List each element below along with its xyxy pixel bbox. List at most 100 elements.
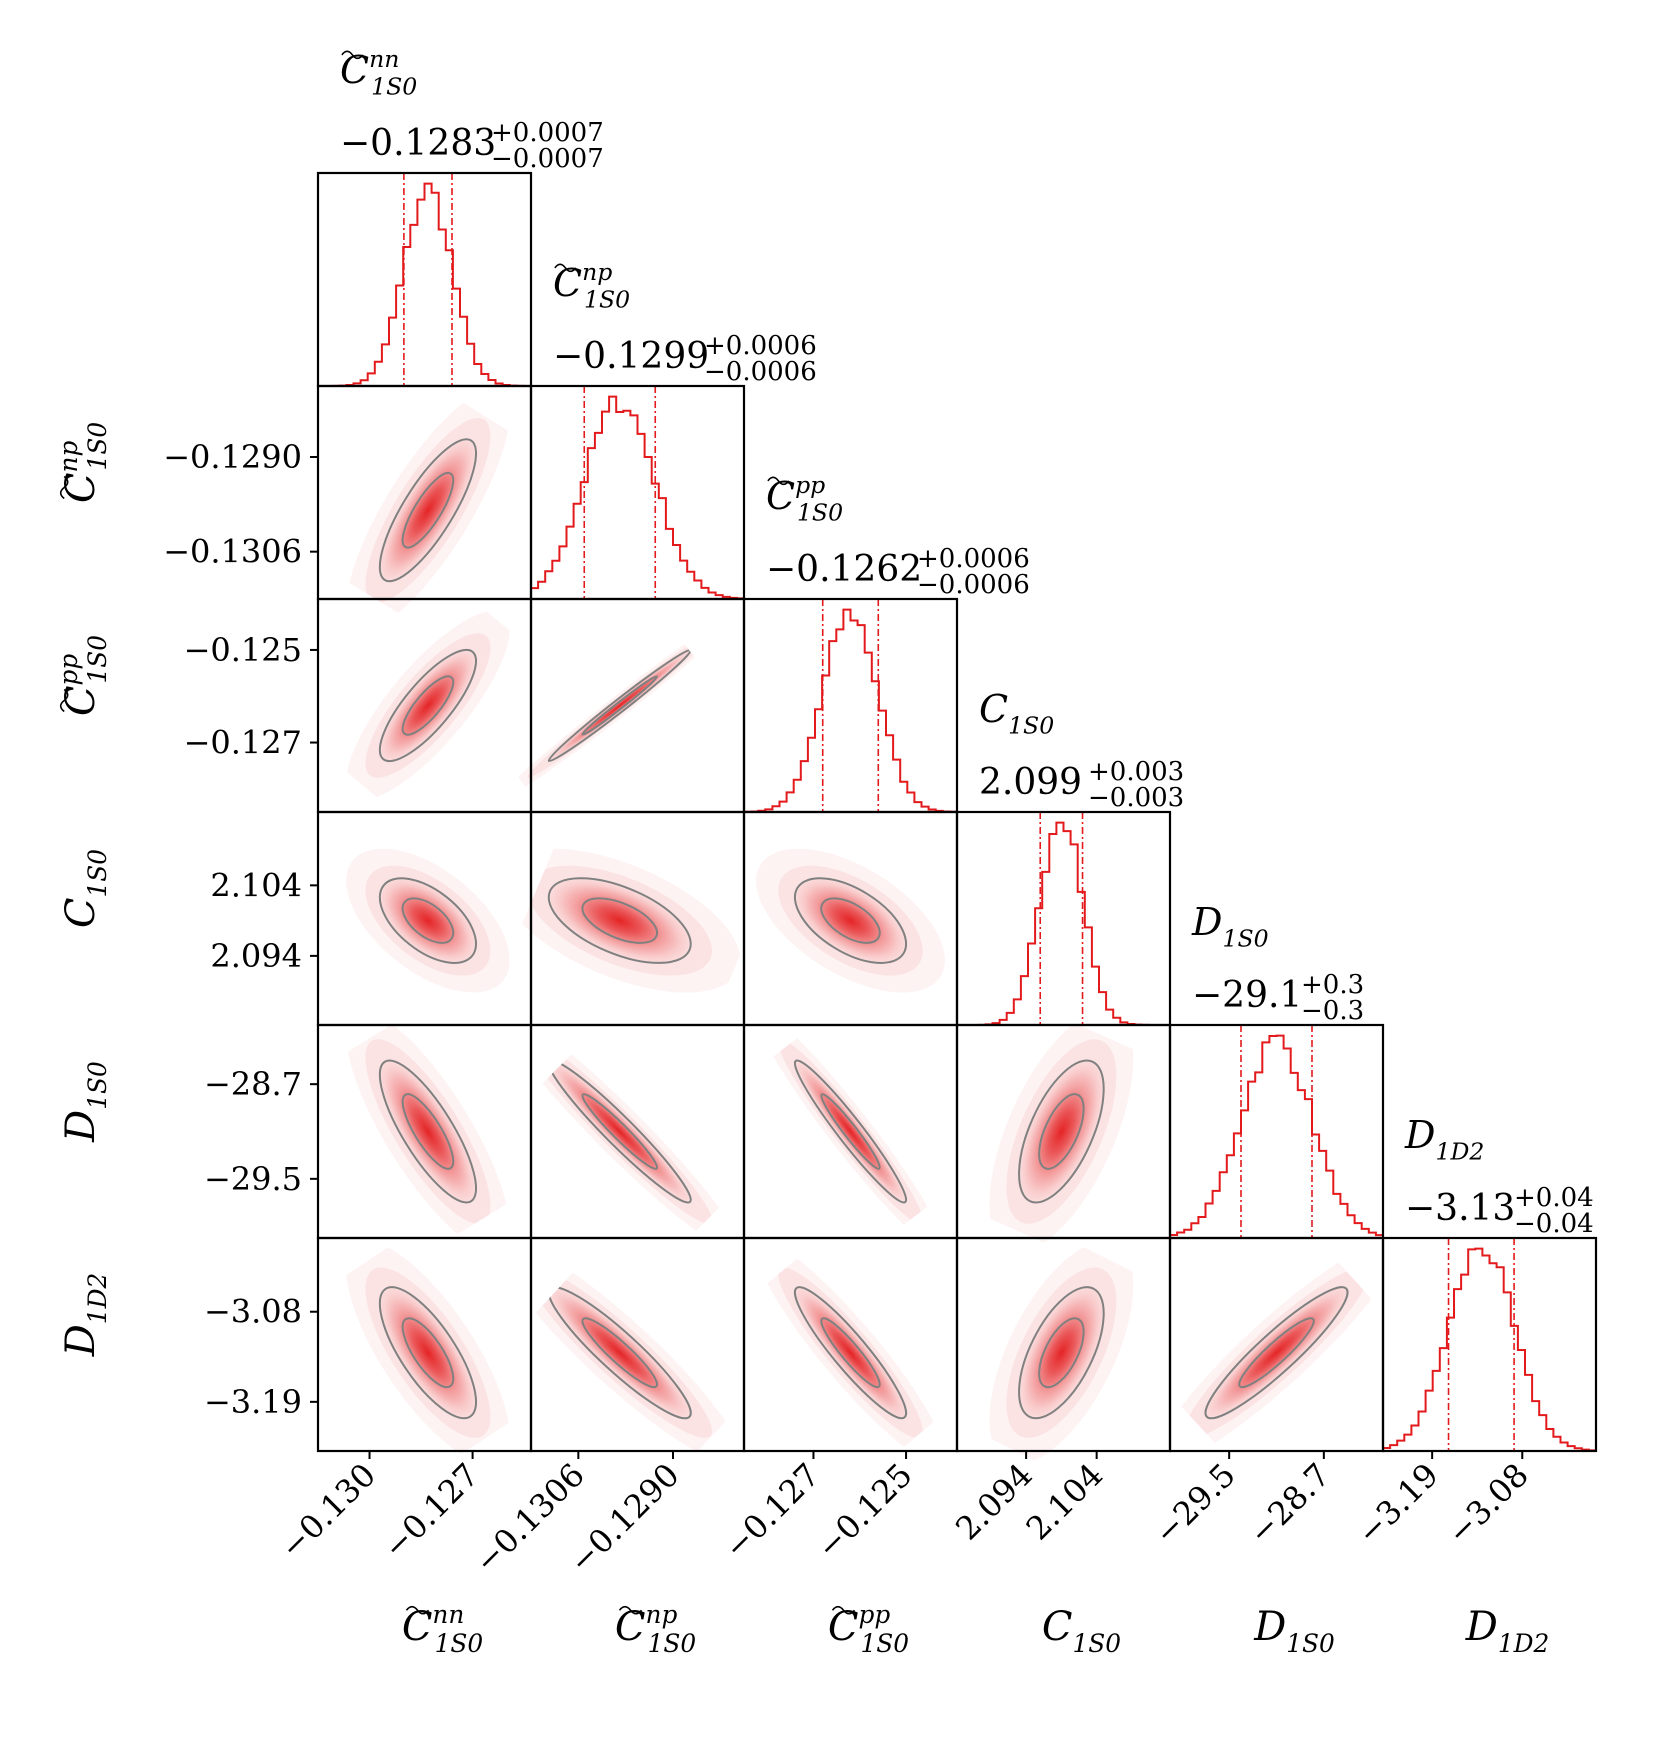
- label-sup: nn: [369, 45, 399, 73]
- y-tick-label: −0.1290: [163, 438, 302, 476]
- contour-2sigma: [378, 648, 478, 763]
- histogram-d1d2: [1383, 1247, 1596, 1451]
- label-base: C: [340, 48, 369, 92]
- panel-frame: [1168, 1023, 1385, 1240]
- title-err-plus: +0.0006: [917, 544, 1030, 574]
- title-cnn: Cnn 1S0 −0.1283+0.0007−0.0007: [340, 45, 604, 174]
- contour-1sigma: [581, 897, 659, 944]
- contour-2sigma: [378, 1059, 478, 1204]
- label-sup: pp: [859, 1600, 891, 1629]
- density-core: [1019, 1060, 1104, 1203]
- label-sub: 1S0: [861, 1629, 910, 1658]
- contour-1sigma: [401, 897, 455, 944]
- contour-2sigma: [378, 1286, 478, 1420]
- contour-2sigma: [378, 877, 478, 964]
- label-sub: 1S0: [1286, 1629, 1335, 1658]
- label-base: D: [1404, 1113, 1435, 1157]
- histogram-c1s0: [957, 821, 1170, 1025]
- contour-1sigma: [820, 897, 881, 944]
- title-c1s0: C1S0 2.099 +0.003−0.003: [979, 687, 1184, 813]
- density-group: [346, 389, 510, 631]
- x-tick-label: −28.7: [1241, 1456, 1337, 1552]
- label-sup: np: [645, 1600, 677, 1629]
- x-tick-label: −0.130: [273, 1456, 384, 1567]
- contour-2sigma: [1018, 1059, 1105, 1204]
- tilde-mark: [767, 476, 790, 486]
- density-group: [989, 1010, 1134, 1253]
- histogram-d1s0: [1170, 1034, 1383, 1238]
- contour-2sigma: [1204, 1286, 1349, 1420]
- x-axis-label-cnn: Cnn 1S0: [402, 1600, 483, 1658]
- label-base: C: [979, 687, 1008, 731]
- title-median: −0.1299: [553, 336, 709, 377]
- label-base: C: [766, 474, 795, 518]
- contour-2sigma: [378, 438, 478, 583]
- y-axis-label-cpp: Cpp1S0: [54, 635, 112, 716]
- density-core: [794, 878, 907, 963]
- tilde-mark: [341, 50, 364, 60]
- density-group: [499, 611, 741, 800]
- contour-1sigma: [820, 1093, 881, 1170]
- title-d1d2: D1D2 −3.13+0.04−0.04: [1404, 1113, 1594, 1239]
- title-label: D1S0: [1191, 900, 1269, 952]
- x-tick-label: 2.104: [1019, 1456, 1111, 1548]
- density-panel-cnn-d1s0: [316, 1010, 533, 1253]
- label-sub: 1S0: [83, 849, 112, 898]
- label-base: D: [58, 1324, 104, 1357]
- label-base: C: [1042, 1604, 1073, 1650]
- title-value: −0.1299: [553, 336, 709, 377]
- x-tick-label: −29.5: [1147, 1456, 1243, 1552]
- density-group: [346, 611, 510, 800]
- title-label: Cnp 1S0: [553, 258, 630, 313]
- x-tick-label: −3.19: [1350, 1456, 1446, 1552]
- label-base: D: [1253, 1604, 1286, 1650]
- label-base: D: [1465, 1604, 1498, 1650]
- title-median: −3.13: [1405, 1188, 1515, 1229]
- label-sub: 1D2: [83, 1273, 112, 1324]
- label-sub: 1S0: [648, 1629, 697, 1658]
- density-panel-cnn-c1s0: [316, 810, 533, 1027]
- density-panel-c1s0-d1d2: [955, 1236, 1172, 1465]
- x-axis-label-d1d2: D1D2: [1465, 1604, 1550, 1658]
- density-core: [1019, 1287, 1104, 1419]
- hist-panel-d1d2: [1381, 1236, 1598, 1453]
- density-panel-d1s0-d1d2: [1155, 1236, 1398, 1465]
- density-panel-cnn-cpp: [316, 597, 533, 814]
- label-base: C: [553, 261, 582, 305]
- x-tick-label: −0.125: [809, 1456, 920, 1567]
- tilde-mark: [831, 1605, 856, 1615]
- title-err-minus: −0.0006: [917, 570, 1030, 600]
- title-median: 2.099: [979, 762, 1082, 803]
- label-sub: 1S0: [83, 635, 112, 684]
- panel-frame: [1381, 1236, 1598, 1453]
- y-axis-label-text: Cpp1S0: [54, 635, 112, 716]
- tilde-mark: [59, 688, 69, 713]
- y-axis-label-d1d2: D1D2: [58, 1273, 112, 1358]
- label-sub: 1S0: [83, 422, 112, 471]
- y-tick-label: 2.094: [210, 937, 302, 975]
- density-group: [346, 1010, 510, 1253]
- hist-panel-d1s0: [1168, 1023, 1385, 1240]
- density-core: [548, 1287, 691, 1419]
- y-axis-label-d1s0: D1S0: [58, 1061, 112, 1143]
- density-group: [756, 1010, 945, 1253]
- density-core: [548, 878, 691, 963]
- x-tick-label: −0.127: [717, 1456, 828, 1567]
- title-err-minus: −0.003: [1088, 783, 1184, 813]
- y-tick-label: −3.08: [204, 1293, 302, 1331]
- labels-layer: −0.1306−0.1290Cnp1S0−0.127−0.125Cpp1S02.…: [54, 45, 1593, 1658]
- y-tick-label: −28.7: [204, 1065, 302, 1103]
- y-tick-label: −3.19: [204, 1383, 302, 1421]
- contour-2sigma: [1018, 1286, 1105, 1420]
- title-err-minus: −0.0007: [491, 144, 604, 174]
- title-err-plus: +0.0006: [704, 331, 817, 361]
- title-label: D1D2: [1404, 1113, 1484, 1165]
- density-core: [1205, 1287, 1348, 1419]
- y-axis-label-c1s0: C1S0: [58, 849, 112, 928]
- title-median: −0.1262: [766, 549, 922, 590]
- hist-panel-cpp: [742, 597, 959, 814]
- hist-panel-cnp: [529, 384, 746, 601]
- label-base: D: [1191, 900, 1222, 944]
- density-group: [756, 848, 945, 993]
- label-base: C: [58, 897, 104, 928]
